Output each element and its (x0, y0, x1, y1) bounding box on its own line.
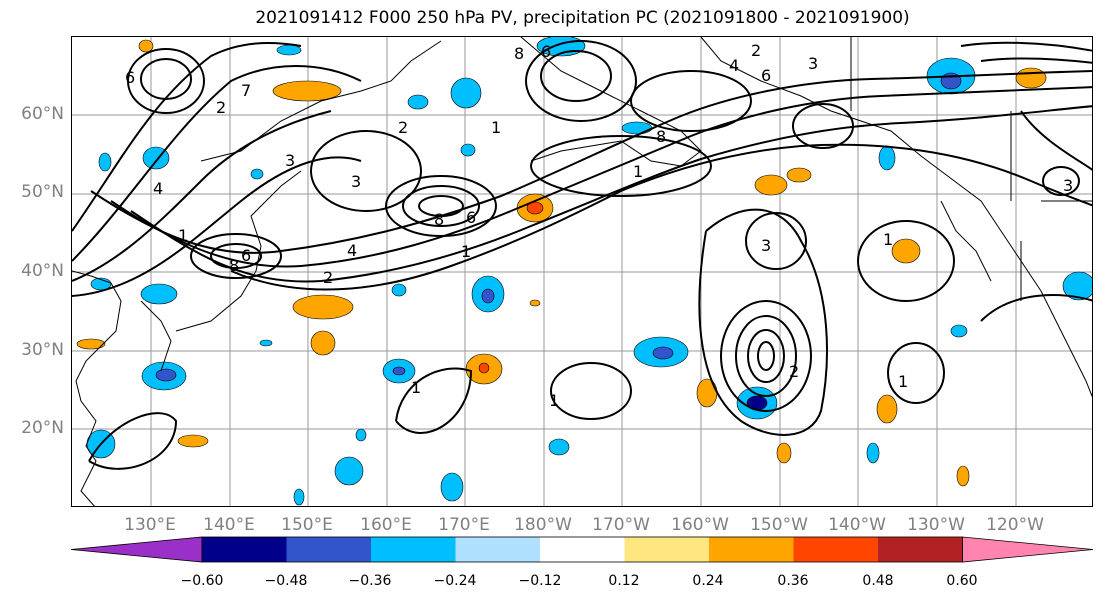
colorbar-segment (793, 537, 878, 562)
lon-label-130e: 130°E (124, 515, 176, 535)
colorbar-segment (455, 537, 540, 562)
colorbar-border (201, 536, 963, 563)
contour-label: 4 (729, 56, 739, 75)
colorbar-segment (371, 537, 456, 562)
lon-label-150w: 150°W (750, 515, 808, 535)
contour-label: 1 (178, 226, 188, 245)
lon-label-120w: 120°W (986, 515, 1044, 535)
colorbar-tick: −0.60 (180, 573, 224, 589)
lat-label-60n: 60°N (21, 104, 64, 124)
colorbar-tick: 0.12 (608, 573, 640, 589)
contour-label: 2 (323, 268, 333, 287)
contour-label: 3 (808, 54, 818, 73)
contour-label: 1 (898, 372, 908, 391)
colorbar-tick: −0.12 (518, 573, 562, 589)
contour-label: 8 (434, 210, 444, 229)
colorbar (70, 536, 1094, 563)
colorbar-tick: 0.48 (862, 573, 894, 589)
contour-label: 4 (347, 241, 357, 260)
lon-label-150e: 150°E (281, 515, 333, 535)
contour-label: 4 (153, 179, 163, 198)
colorbar-tick: −0.24 (433, 573, 477, 589)
contour-label: 1 (633, 162, 643, 181)
contour-label: 8 (229, 256, 239, 275)
contour-label: 8 (514, 44, 524, 63)
contour-label: 2 (398, 118, 408, 137)
contour-label: 3 (1063, 176, 1073, 195)
colorbar-segment (624, 537, 709, 562)
lon-label-140w: 140°W (828, 515, 886, 535)
colorbar-segments (70, 536, 1094, 563)
lat-label-50n: 50°N (21, 182, 64, 202)
colorbar-segment (202, 537, 287, 562)
contour-label: 3 (761, 236, 771, 255)
contour-label: 6 (125, 68, 135, 87)
lat-label-40n: 40°N (21, 261, 64, 281)
contour-label: 3 (285, 151, 295, 170)
contour-label: 2 (789, 362, 799, 381)
pv-contours (72, 40, 1092, 470)
contour-label: 6 (466, 208, 476, 227)
lon-label-130w: 130°W (907, 515, 965, 535)
lon-label-160e: 160°E (360, 515, 412, 535)
contour-label: 6 (541, 42, 551, 61)
contour-label: 2 (216, 98, 226, 117)
lon-label-170w: 170°W (592, 515, 650, 535)
precip-positive-patches (76, 39, 1047, 487)
colorbar-segment (709, 537, 794, 562)
colorbar-segment (70, 536, 203, 563)
coastlines (72, 37, 1092, 506)
pv-contour-labels: 6 7 2 3 4 1 8 6 2 4 6 3 8 1 6 2 3 8 1 4 … (125, 41, 1073, 410)
contour-label: 1 (491, 118, 501, 137)
lon-label-170e: 170°E (438, 515, 490, 535)
lat-label-20n: 20°N (21, 418, 64, 438)
colorbar-segment (286, 537, 371, 562)
contour-label: 1 (883, 230, 893, 249)
lon-label-180w: 180°W (514, 515, 572, 535)
contour-label: 6 (761, 66, 771, 85)
colorbar-tick: −0.36 (348, 573, 392, 589)
colorbar-tick: −0.48 (264, 573, 308, 589)
contour-label: 8 (656, 127, 666, 146)
contour-label: 2 (751, 41, 761, 60)
contour-label: 1 (411, 378, 421, 397)
contour-label: 3 (351, 172, 361, 191)
lon-label-160w: 160°W (671, 515, 729, 535)
colorbar-tick: 0.60 (946, 573, 978, 589)
lon-label-140e: 140°E (203, 515, 255, 535)
contour-label: 6 (241, 246, 251, 265)
colorbar-tick: 0.36 (777, 573, 809, 589)
contour-label: 7 (241, 81, 251, 100)
contour-label: 1 (549, 391, 559, 410)
colorbar-segment (962, 536, 1094, 563)
map-panel: 6 7 2 3 4 1 8 6 2 4 6 3 8 1 6 2 3 8 1 4 … (71, 36, 1093, 507)
colorbar-tick: 0.24 (692, 573, 724, 589)
map-canvas: 6 7 2 3 4 1 8 6 2 4 6 3 8 1 6 2 3 8 1 4 … (72, 37, 1092, 506)
contour-label: 1 (461, 242, 471, 261)
colorbar-segment (878, 537, 963, 562)
colorbar-segment (540, 537, 625, 562)
lat-label-30n: 30°N (21, 340, 64, 360)
map-title: 2021091412 F000 250 hPa PV, precipitatio… (255, 8, 910, 28)
